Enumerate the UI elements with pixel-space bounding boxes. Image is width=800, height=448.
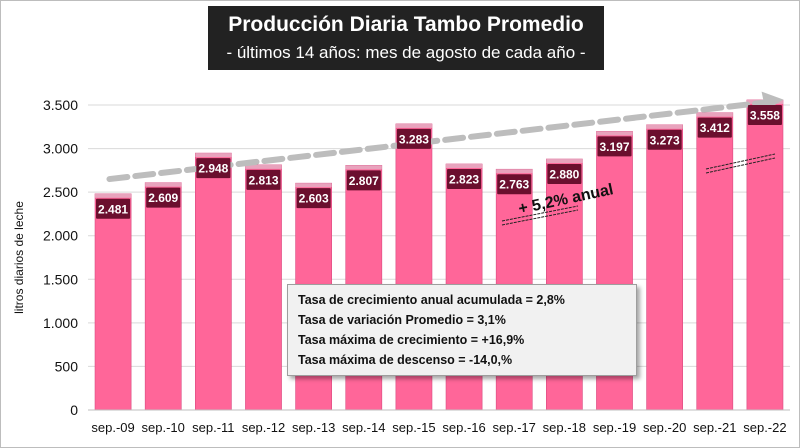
data-label: 2.880 [549,168,579,182]
bar-top-edge [395,123,432,128]
x-tick-label: sep.-11 [192,420,234,435]
data-label: 2.481 [98,202,128,216]
bar-top-edge [195,153,232,158]
y-tick-label: 3.500 [43,97,78,113]
bar-top-edge [596,131,633,136]
annotation-underline [705,157,776,174]
bar [144,182,182,411]
bar-top-edge [546,159,583,164]
y-tick-label: 2.500 [43,184,78,200]
stat-accumulated-growth: Tasa de crecimiento anual acumulada = 2,… [298,293,565,307]
y-tick-label: 3.000 [43,141,78,157]
bar-top-edge [95,193,132,198]
x-tick-label: sep.-15 [392,420,435,435]
x-tick-label: sep.-22 [743,420,786,435]
y-axis-title: litros diarios de leche [12,201,26,314]
data-label: 2.948 [198,162,228,176]
stats-summary-box: Tasa de crecimiento anual acumulada = 2,… [287,284,637,376]
bar-top-edge [345,165,382,170]
stat-max-growth: Tasa máxima de crecimiento = +16,9% [298,333,525,347]
data-label-box [396,128,431,149]
data-label-box [296,188,331,209]
bar [94,193,132,411]
x-tick-label: sep.-21 [693,420,736,435]
data-label-box [196,158,231,179]
bar-top-edge [696,112,733,117]
x-tick-label: sep.-18 [543,420,586,435]
chart-subtitle: - últimos 14 años: mes de agosto de cada… [226,43,586,62]
y-tick-label: 1.000 [43,315,78,331]
data-label: 3.558 [750,108,780,122]
annotation-underline [705,153,776,170]
bar-top-edge [446,163,483,168]
data-label-box [497,174,532,195]
data-label-box [96,198,131,219]
chart-title-box: Producción Diaria Tambo Promedio - últim… [208,6,604,70]
bar [696,112,734,411]
x-tick-label: sep.-16 [442,420,485,435]
stat-max-decline: Tasa máxima de descenso = -14,0,% [298,353,513,367]
bar-top-edge [145,182,182,187]
x-tick-label: sep.-12 [242,420,285,435]
data-label: 2.609 [148,191,178,205]
data-label-box [547,164,582,185]
data-label: 3.197 [599,140,629,154]
annotation-underline [501,209,579,226]
data-label-box [146,187,181,208]
x-tick-label: sep.-13 [292,420,335,435]
data-label-box [647,129,682,150]
data-label: 2.823 [449,172,479,186]
x-tick-label: sep.-10 [142,420,185,435]
bar-top-edge [295,183,332,188]
x-tick-label: sep.-19 [593,420,636,435]
data-label: 3.273 [650,133,680,147]
data-label-box [346,170,381,191]
bar [245,164,282,411]
data-label: 2.763 [499,178,529,192]
x-tick-label: sep.-20 [643,420,686,435]
data-label-box [697,117,732,138]
data-label-box [747,104,782,125]
bar-top-edge [646,124,683,129]
data-label-box [447,168,482,189]
y-tick-label: 2.000 [43,228,78,244]
bar [746,99,784,411]
bar [195,152,232,411]
annotation-underline [501,205,579,222]
x-tick-label: sep.-17 [493,420,536,435]
bar-top-edge [496,169,533,174]
chart-title: Producción Diaria Tambo Promedio [228,13,584,36]
data-label-box [597,136,632,157]
y-tick-label: 500 [55,358,79,374]
x-tick-label: sep.-09 [91,420,134,435]
data-label: 3.283 [399,132,429,146]
y-tick-label: 0 [70,402,78,418]
bar [646,124,683,411]
y-tick-label: 1.500 [43,271,78,287]
stat-average-variation: Tasa de variación Promedio = 3,1% [298,313,506,327]
x-tick-label: sep.-14 [342,420,385,435]
data-label: 2.813 [248,173,278,187]
bar-top-edge [245,164,282,169]
data-label: 2.807 [349,174,379,188]
data-label: 2.603 [299,192,329,206]
data-label-box [246,169,281,190]
data-label: 3.412 [700,121,730,135]
